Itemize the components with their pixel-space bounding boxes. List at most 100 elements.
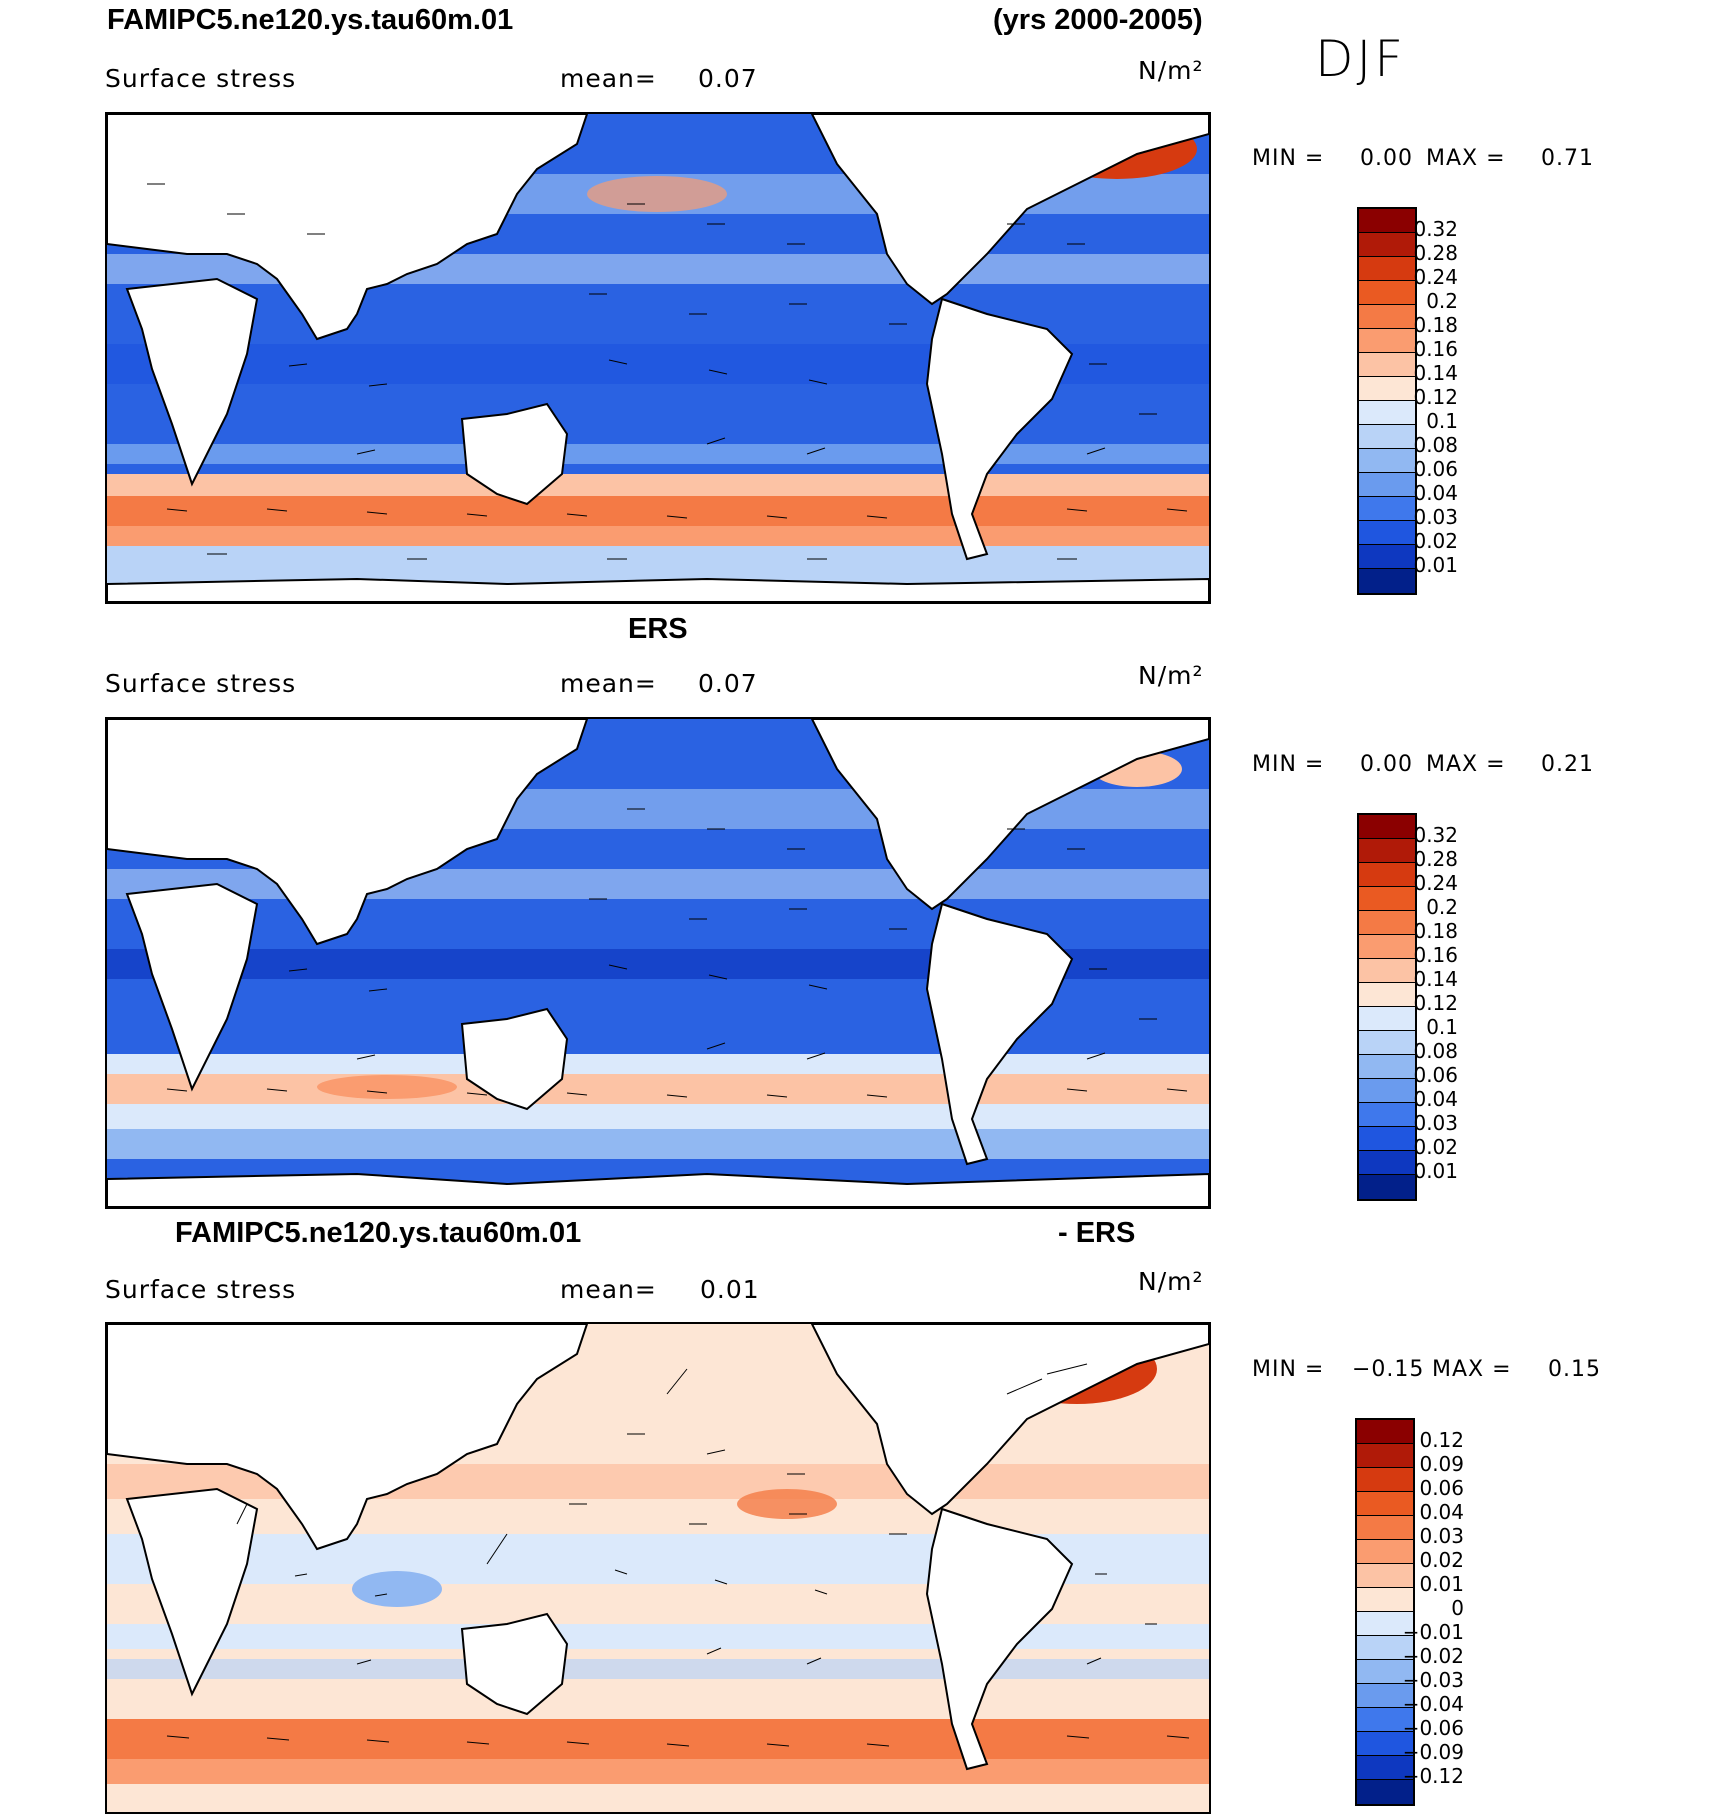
panel-caption-left: FAMIPC5.ne120.ys.tau60m.01 bbox=[175, 1217, 582, 1249]
case-title: FAMIPC5.ne120.ys.tau60m.01 bbox=[107, 4, 514, 36]
band bbox=[107, 1624, 1209, 1649]
colorbar-swatch bbox=[1359, 257, 1415, 281]
colorbar-swatch bbox=[1357, 1732, 1413, 1756]
variable-label: Surface stress bbox=[105, 1275, 297, 1304]
mean-value: 0.01 bbox=[700, 1275, 760, 1304]
map-panel-diff bbox=[105, 1322, 1211, 1814]
min-label: MIN = bbox=[1252, 752, 1325, 777]
colorbar bbox=[1357, 813, 1417, 1201]
band bbox=[107, 1054, 1209, 1074]
colorbar-swatch bbox=[1359, 983, 1415, 1007]
band bbox=[107, 1719, 1209, 1759]
colorbar-tick-label: 0.12 bbox=[1419, 1428, 1464, 1452]
colorbar-swatch bbox=[1357, 1564, 1413, 1588]
colorbar-tick-label: 0.24 bbox=[1413, 265, 1458, 289]
colorbar-swatch bbox=[1357, 1588, 1413, 1612]
colorbar-swatch bbox=[1357, 1684, 1413, 1708]
colorbar-swatch bbox=[1357, 1492, 1413, 1516]
colorbar-swatch bbox=[1357, 1612, 1413, 1636]
colorbar-swatch bbox=[1357, 1420, 1413, 1444]
max-label: MAX = bbox=[1426, 752, 1506, 777]
min-label: MIN = bbox=[1252, 1357, 1325, 1382]
map-field bbox=[107, 719, 1209, 1207]
colorbar-swatch bbox=[1359, 1079, 1415, 1103]
band bbox=[107, 1659, 1209, 1679]
colorbar-tick-label: 0.28 bbox=[1413, 241, 1458, 265]
min-value: 0.00 bbox=[1360, 146, 1413, 171]
colorbar-swatch bbox=[1359, 545, 1415, 569]
colorbar-tick-label: 0.08 bbox=[1413, 433, 1458, 457]
colorbar-swatch bbox=[1359, 401, 1415, 425]
colorbar-tick-label: 0.06 bbox=[1419, 1476, 1464, 1500]
panel-caption-right: - ERS bbox=[1058, 1217, 1136, 1249]
band bbox=[107, 1759, 1209, 1784]
colorbar-swatch bbox=[1359, 839, 1415, 863]
mean-label: mean= bbox=[560, 64, 657, 93]
colorbar-tick-label: 0.12 bbox=[1413, 385, 1458, 409]
colorbar-tick-label: −0.04 bbox=[1402, 1692, 1464, 1716]
colorbar-swatch bbox=[1359, 281, 1415, 305]
colorbar-tick-label: 0.2 bbox=[1426, 895, 1458, 919]
colorbar-tick-label: 0.04 bbox=[1419, 1500, 1464, 1524]
colorbar-swatch bbox=[1359, 1151, 1415, 1175]
mean-label: mean= bbox=[560, 1275, 657, 1304]
variable-label: Surface stress bbox=[105, 64, 297, 93]
colorbar-swatch bbox=[1359, 1031, 1415, 1055]
colorbar-tick-label: 0.14 bbox=[1413, 361, 1458, 385]
colorbar-swatch bbox=[1357, 1708, 1413, 1732]
season-label: DJF bbox=[1315, 30, 1407, 88]
band bbox=[107, 444, 1209, 464]
colorbar-swatch bbox=[1359, 209, 1415, 233]
colorbar-swatch bbox=[1359, 1127, 1415, 1151]
band bbox=[107, 1104, 1209, 1129]
colorbar-tick-label: 0.32 bbox=[1413, 823, 1458, 847]
min-value: −0.15 bbox=[1352, 1357, 1425, 1382]
colorbar-swatch bbox=[1359, 377, 1415, 401]
hotspot bbox=[352, 1571, 442, 1607]
colorbar-tick-label: 0.04 bbox=[1413, 1087, 1458, 1111]
colorbar-swatch bbox=[1359, 353, 1415, 377]
colorbar-swatch bbox=[1359, 473, 1415, 497]
colorbar-tick-label: −0.03 bbox=[1402, 1668, 1464, 1692]
map-field bbox=[107, 1324, 1209, 1812]
colorbar-tick-label: 0.1 bbox=[1426, 1015, 1458, 1039]
colorbar-swatch bbox=[1359, 1007, 1415, 1031]
colorbar-tick-label: −0.12 bbox=[1402, 1764, 1464, 1788]
colorbar-swatch bbox=[1357, 1444, 1413, 1468]
colorbar-swatch bbox=[1357, 1468, 1413, 1492]
units-label: N/m² bbox=[1138, 661, 1204, 690]
colorbar-swatch bbox=[1359, 233, 1415, 257]
max-label: MAX = bbox=[1426, 146, 1506, 171]
mean-value: 0.07 bbox=[698, 64, 758, 93]
land bbox=[107, 114, 1209, 602]
panel-caption: ERS bbox=[628, 613, 688, 645]
colorbar-swatch bbox=[1359, 497, 1415, 521]
colorbar-swatch bbox=[1357, 1540, 1413, 1564]
colorbar-swatch bbox=[1359, 935, 1415, 959]
max-value: 0.15 bbox=[1548, 1357, 1601, 1382]
colorbar-swatch bbox=[1359, 425, 1415, 449]
colorbar-tick-label: 0.16 bbox=[1413, 337, 1458, 361]
hotspot bbox=[317, 1075, 457, 1099]
colorbar-tick-label: 0.24 bbox=[1413, 871, 1458, 895]
hotspot bbox=[737, 1489, 837, 1519]
land bbox=[107, 719, 1209, 1207]
land bbox=[107, 1324, 1209, 1771]
colorbar-swatch bbox=[1359, 959, 1415, 983]
colorbar-tick-label: 0.18 bbox=[1413, 919, 1458, 943]
min-label: MIN = bbox=[1252, 146, 1325, 171]
colorbar-tick-label: 0.02 bbox=[1413, 529, 1458, 553]
colorbar-swatch bbox=[1359, 911, 1415, 935]
map-panel-model bbox=[105, 112, 1211, 604]
colorbar-tick-label: 0.01 bbox=[1413, 553, 1458, 577]
map-panel-obs bbox=[105, 717, 1211, 1209]
colorbar-swatch bbox=[1359, 305, 1415, 329]
band bbox=[107, 526, 1209, 546]
colorbar-tick-label: 0.14 bbox=[1413, 967, 1458, 991]
units-label: N/m² bbox=[1138, 56, 1204, 85]
mean-label: mean= bbox=[560, 669, 657, 698]
colorbar-tick-label: 0.01 bbox=[1413, 1159, 1458, 1183]
band bbox=[107, 1129, 1209, 1159]
variable-label: Surface stress bbox=[105, 669, 297, 698]
colorbar-tick-label: 0.08 bbox=[1413, 1039, 1458, 1063]
